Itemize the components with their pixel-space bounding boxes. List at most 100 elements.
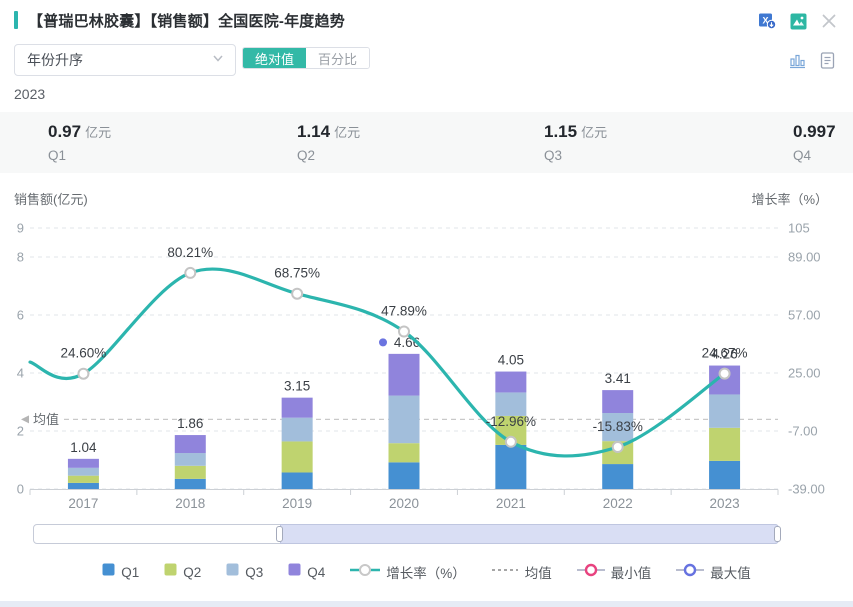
zoom-handle-left[interactable] bbox=[276, 526, 284, 542]
stat-value: 0.97 bbox=[48, 122, 82, 141]
legend-item-q1[interactable]: Q1 bbox=[102, 563, 139, 581]
bar-segment-q4-2020[interactable] bbox=[388, 353, 420, 396]
bar-segment-q2-2020[interactable] bbox=[388, 443, 420, 463]
stat-unit: 亿元 bbox=[85, 125, 112, 140]
growth-point-2017[interactable] bbox=[77, 367, 90, 380]
x-axis-label-2017: 2017 bbox=[68, 496, 98, 511]
legend-label: 最大值 bbox=[710, 566, 751, 581]
growth-label-2017: 24.60% bbox=[61, 346, 107, 361]
growth-point-2022[interactable] bbox=[611, 441, 624, 454]
bar-total-label: 4.26 bbox=[711, 346, 737, 361]
right-axis-tick: 25.00 bbox=[788, 366, 821, 381]
bar-segment-q2-2019[interactable] bbox=[281, 441, 313, 473]
bar-segment-q1-2020[interactable] bbox=[388, 462, 420, 489]
stat-value: 0.997 bbox=[793, 122, 836, 141]
absolute-value-button[interactable]: 绝对值 bbox=[243, 48, 307, 68]
stat-item-q1: 0.97 亿元 Q1 bbox=[48, 122, 111, 163]
x-axis-label-2020: 2020 bbox=[389, 496, 419, 511]
growth-rate-line bbox=[28, 267, 727, 458]
bar-segment-q3-2021[interactable] bbox=[495, 392, 527, 416]
growth-label-2021: -12.96% bbox=[486, 414, 536, 429]
report-icon[interactable] bbox=[817, 50, 837, 70]
bar-segment-q3-2019[interactable] bbox=[281, 417, 313, 442]
stat-value: 1.14 bbox=[297, 122, 331, 141]
legend-label: Q2 bbox=[183, 564, 202, 580]
legend-label: 均值 bbox=[524, 566, 552, 581]
right-axis-tick: 105 bbox=[788, 221, 810, 236]
bar-segment-q4-2021[interactable] bbox=[495, 371, 527, 393]
stat-item-q2: 1.14 亿元 Q2 bbox=[297, 122, 360, 163]
legend-item-ring-series[interactable]: 最小值 bbox=[576, 562, 652, 582]
left-axis-tick: 8 bbox=[17, 250, 24, 265]
legend-item-ring-series[interactable]: 最大值 bbox=[676, 562, 751, 582]
legend-item-q3[interactable]: Q3 bbox=[226, 563, 263, 581]
period-label: 2023 bbox=[14, 86, 46, 102]
legend-item-dash-series[interactable]: 均值 bbox=[491, 562, 552, 582]
bar-segment-q4-2022[interactable] bbox=[602, 390, 634, 414]
chevron-down-icon bbox=[211, 51, 225, 70]
export-image-icon[interactable] bbox=[788, 11, 808, 31]
legend-marker-icon bbox=[491, 563, 519, 582]
stat-unit: 亿元 bbox=[334, 125, 361, 140]
legend-item-line-dot-series[interactable]: 增长率（%） bbox=[350, 562, 466, 582]
legend-item-q2[interactable]: Q2 bbox=[164, 563, 201, 581]
bar-segment-q2-2018[interactable] bbox=[174, 465, 206, 479]
bar-segment-q3-2023[interactable] bbox=[709, 394, 741, 428]
stat-unit: 亿元 bbox=[581, 125, 608, 140]
bar-segment-q2-2017[interactable] bbox=[67, 475, 99, 483]
bar-segment-q1-2023[interactable] bbox=[709, 460, 741, 489]
bar-segment-q4-2019[interactable] bbox=[281, 397, 313, 418]
sort-order-select[interactable]: 年份升序 bbox=[14, 44, 236, 76]
bar-segment-q3-2020[interactable] bbox=[388, 395, 420, 444]
legend-marker-icon bbox=[226, 563, 239, 581]
bar-segment-q4-2017[interactable] bbox=[67, 458, 99, 468]
close-icon[interactable] bbox=[819, 11, 839, 31]
growth-point-2020[interactable] bbox=[398, 325, 410, 338]
percentage-button[interactable]: 百分比 bbox=[306, 48, 370, 68]
right-axis-tick: -7.00 bbox=[788, 424, 818, 439]
zoom-handle-right[interactable] bbox=[774, 526, 781, 542]
bar-segment-q3-2017[interactable] bbox=[67, 467, 99, 476]
bar-segment-q1-2018[interactable] bbox=[174, 478, 206, 489]
bar-segment-q4-2018[interactable] bbox=[174, 435, 206, 454]
legend-marker-icon bbox=[288, 563, 301, 581]
legend-item-q4[interactable]: Q4 bbox=[288, 563, 325, 581]
growth-label-2020: 47.89% bbox=[381, 304, 427, 319]
title-row: 【普瑞巴林胶囊】【销售额】全国医院-年度趋势 bbox=[14, 8, 345, 32]
bar-segment-q3-2022[interactable] bbox=[602, 413, 634, 442]
quarter-stats-strip: 0.97 亿元 Q1 1.14 亿元 Q2 1.15 亿元 Q3 0.997 Q4 bbox=[0, 112, 853, 173]
legend-label: 增长率（%） bbox=[386, 566, 466, 581]
growth-point-2019[interactable] bbox=[291, 287, 304, 300]
max-value-marker bbox=[379, 338, 387, 347]
page-title: 【普瑞巴林胶囊】【销售额】全国医院-年度趋势 bbox=[28, 12, 345, 30]
bar-segment-q1-2017[interactable] bbox=[67, 482, 99, 489]
bar-segment-q2-2023[interactable] bbox=[709, 427, 741, 461]
x-axis-label-2022: 2022 bbox=[603, 496, 633, 511]
left-axis-tick: 9 bbox=[17, 221, 24, 236]
growth-label-2023: 24.67% bbox=[702, 346, 748, 361]
x-axis-label-2019: 2019 bbox=[282, 496, 312, 511]
stat-value: 1.15 bbox=[544, 122, 578, 141]
excel-download-icon[interactable]: X bbox=[757, 11, 777, 31]
bar-segment-q1-2019[interactable] bbox=[281, 472, 313, 489]
x-axis-label-2023: 2023 bbox=[710, 496, 740, 511]
right-axis-tick: 89.00 bbox=[788, 250, 821, 265]
data-zoom-slider[interactable] bbox=[33, 524, 781, 544]
right-axis-title: 增长率（%） bbox=[751, 192, 828, 207]
bar-segment-q3-2018[interactable] bbox=[174, 453, 206, 466]
zoom-selected-range[interactable] bbox=[280, 524, 779, 544]
bar-segment-q1-2022[interactable] bbox=[602, 464, 634, 489]
legend-marker-icon bbox=[676, 563, 705, 582]
stat-quarter-label: Q2 bbox=[297, 148, 316, 163]
growth-point-2018[interactable] bbox=[184, 266, 197, 279]
stat-item-q3: 1.15 亿元 Q3 bbox=[544, 122, 607, 163]
growth-point-2021[interactable] bbox=[504, 435, 517, 448]
bar-segment-q1-2021[interactable] bbox=[495, 444, 527, 489]
growth-point-2023[interactable] bbox=[718, 367, 731, 380]
bar-chart-icon[interactable] bbox=[787, 50, 807, 70]
sort-order-value: 年份升序 bbox=[27, 52, 83, 68]
left-axis-tick: 6 bbox=[17, 308, 24, 323]
legend-label: 最小值 bbox=[610, 566, 652, 581]
left-axis-title: 销售额(亿元) bbox=[14, 192, 88, 207]
stat-quarter-label: Q4 bbox=[793, 148, 812, 163]
